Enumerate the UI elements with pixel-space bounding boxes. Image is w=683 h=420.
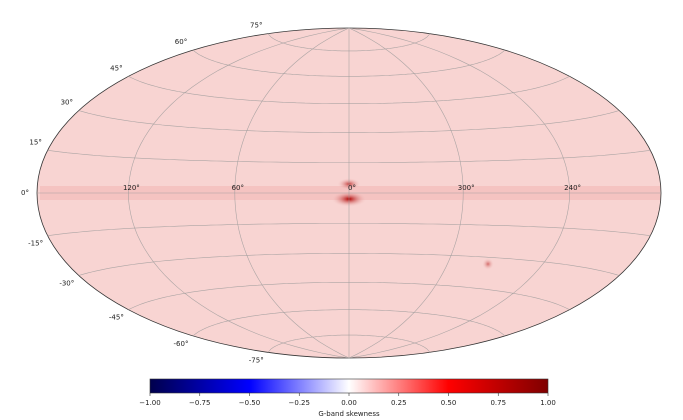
- colorbar-tick-label: 0.00: [341, 399, 357, 407]
- meridian: [348, 27, 570, 359]
- latitude-label: -15°: [28, 240, 43, 248]
- hot-spot: [482, 258, 494, 270]
- longitude-label: 240°: [564, 184, 581, 192]
- latitude-label: -75°: [249, 356, 264, 364]
- latitude-label: 0°: [21, 189, 29, 197]
- latitude-label: -60°: [174, 340, 189, 348]
- labels: 75° 60° 45° 30° 15° 0° -15° -30° -45° -60° -75° 120…: [21, 22, 581, 365]
- latitude-label: -45°: [109, 314, 124, 322]
- longitude-label: 60°: [232, 184, 244, 192]
- graticule: [37, 27, 661, 359]
- colorbar-tick-label: −0.25: [289, 399, 310, 407]
- latitude-label: 30°: [61, 99, 73, 107]
- latitude-label: 75°: [250, 22, 262, 30]
- meridian: [128, 27, 350, 359]
- latitude-label: 15°: [29, 138, 41, 146]
- colorbar-tick-label: 1.00: [540, 399, 556, 407]
- colorbar-tick-label: 0.75: [490, 399, 506, 407]
- colorbar-label: G-band skewness: [318, 410, 380, 418]
- longitude-label: 120°: [123, 184, 140, 192]
- colorbar-tick-label: −0.50: [239, 399, 260, 407]
- colorbar-tick-label: 0.50: [441, 399, 457, 407]
- meridian: [348, 27, 464, 359]
- latitude-label: 45°: [110, 64, 122, 72]
- latitude-label: 60°: [175, 38, 187, 46]
- longitude-label: 300°: [458, 184, 475, 192]
- colorbar-tick-label: 0.25: [391, 399, 407, 407]
- longitude-label: 0°: [348, 184, 356, 192]
- colorbar-tick-label: −1.00: [139, 399, 160, 407]
- colorbar: [149, 378, 549, 394]
- colorbar-tick-label: −0.75: [189, 399, 210, 407]
- latitude-label: -30°: [59, 280, 74, 288]
- meridian: [234, 27, 350, 359]
